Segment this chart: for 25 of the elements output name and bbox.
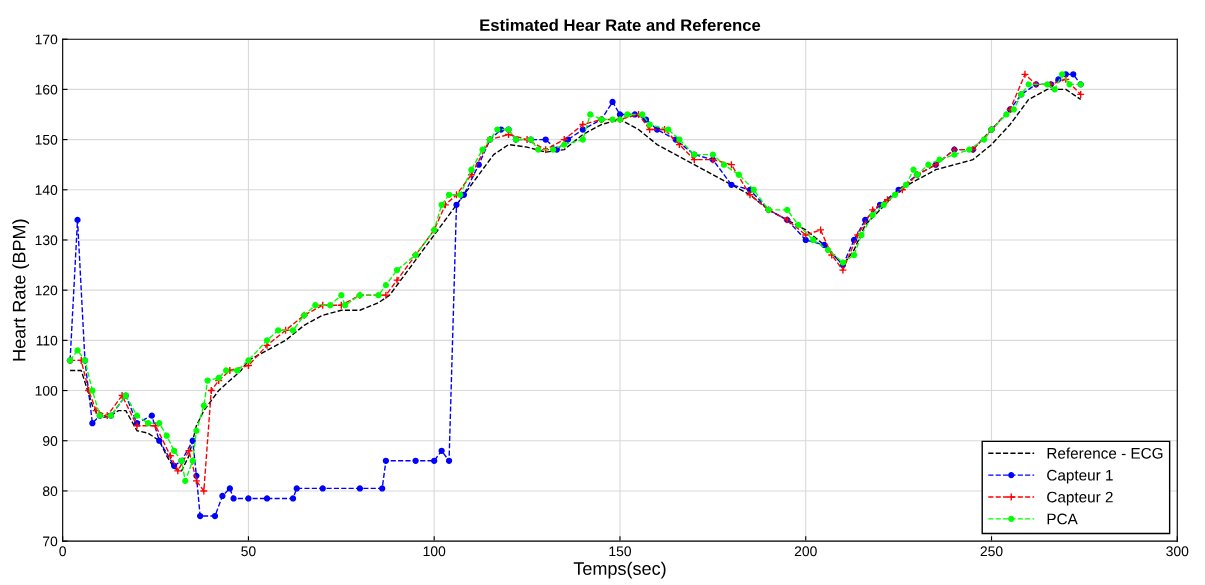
legend-label: PCA xyxy=(1047,513,1078,525)
chart-title: Estimated Hear Rate and Reference xyxy=(480,18,761,32)
y-tick-label: 90 xyxy=(43,436,58,446)
x-tick-label: 150 xyxy=(609,546,632,557)
legend-label: Capteur 2 xyxy=(1047,491,1113,506)
y-tick-label: 150 xyxy=(35,134,58,145)
y-tick-label: 80 xyxy=(42,486,58,497)
x-tick-label: 50 xyxy=(241,546,256,557)
y-tick-label: 160 xyxy=(35,84,58,95)
legend-label: Capteur 1 xyxy=(1047,469,1113,484)
y-tick-label: 110 xyxy=(36,335,58,346)
x-axis-title: Temps(sec) xyxy=(573,561,666,579)
y-axis-title: Heart Rate (BPM) xyxy=(12,219,30,361)
y-tick-label: 70 xyxy=(43,536,58,547)
x-tick-label: 300 xyxy=(1166,546,1189,557)
x-tick-label: 200 xyxy=(794,546,817,557)
y-tick-label: 130 xyxy=(35,235,58,246)
y-tick-label: 170 xyxy=(35,34,58,45)
x-tick-label: 250 xyxy=(980,546,1003,557)
x-tick-label: 0 xyxy=(59,546,66,557)
legend-label: Reference - ECG xyxy=(1047,447,1163,459)
x-tick-label: 100 xyxy=(423,546,446,557)
y-tick-label: 140 xyxy=(35,185,58,195)
y-tick-label: 100 xyxy=(35,385,58,396)
y-tick-label: 120 xyxy=(35,285,58,296)
